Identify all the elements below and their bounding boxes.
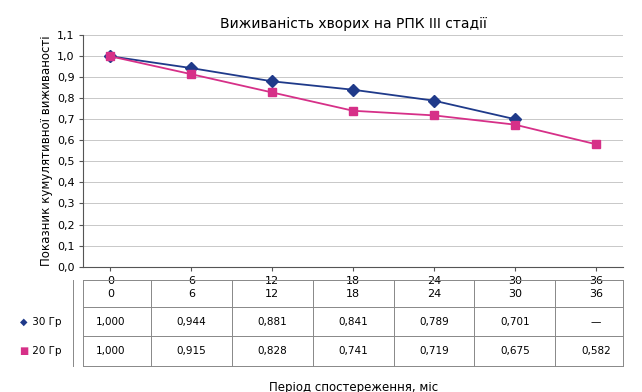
- Text: 0,944: 0,944: [177, 317, 206, 327]
- Text: 0: 0: [107, 289, 114, 299]
- Y-axis label: Показник кумулятивної виживаності: Показник кумулятивної виживаності: [40, 36, 53, 266]
- Text: 24: 24: [427, 289, 441, 299]
- Text: 6: 6: [188, 289, 195, 299]
- Text: 18: 18: [346, 289, 360, 299]
- Text: ◆: ◆: [20, 317, 28, 327]
- Text: 12: 12: [265, 289, 279, 299]
- Text: 0,841: 0,841: [338, 317, 368, 327]
- Text: 0,915: 0,915: [177, 346, 206, 356]
- Text: 0,675: 0,675: [500, 346, 530, 356]
- Text: 36: 36: [589, 289, 603, 299]
- Text: 1,000: 1,000: [96, 346, 125, 356]
- Text: 0,719: 0,719: [419, 346, 449, 356]
- Text: 30 Гр: 30 Гр: [29, 317, 62, 327]
- Text: 0,828: 0,828: [257, 346, 287, 356]
- Text: 0,881: 0,881: [257, 317, 287, 327]
- Text: Період спостереження, міс: Період спостереження, міс: [268, 381, 438, 392]
- Text: 0,701: 0,701: [500, 317, 530, 327]
- Text: 0,741: 0,741: [338, 346, 368, 356]
- Title: Виживаність хворих на РПК ІІІ стадії: Виживаність хворих на РПК ІІІ стадії: [220, 17, 487, 31]
- Text: —: —: [591, 317, 601, 327]
- Text: 20 Гр: 20 Гр: [29, 346, 62, 356]
- Text: 30: 30: [508, 289, 522, 299]
- Text: 1,000: 1,000: [96, 317, 125, 327]
- Text: 0,789: 0,789: [419, 317, 449, 327]
- Text: 0,582: 0,582: [581, 346, 611, 356]
- Text: ■: ■: [19, 346, 28, 356]
